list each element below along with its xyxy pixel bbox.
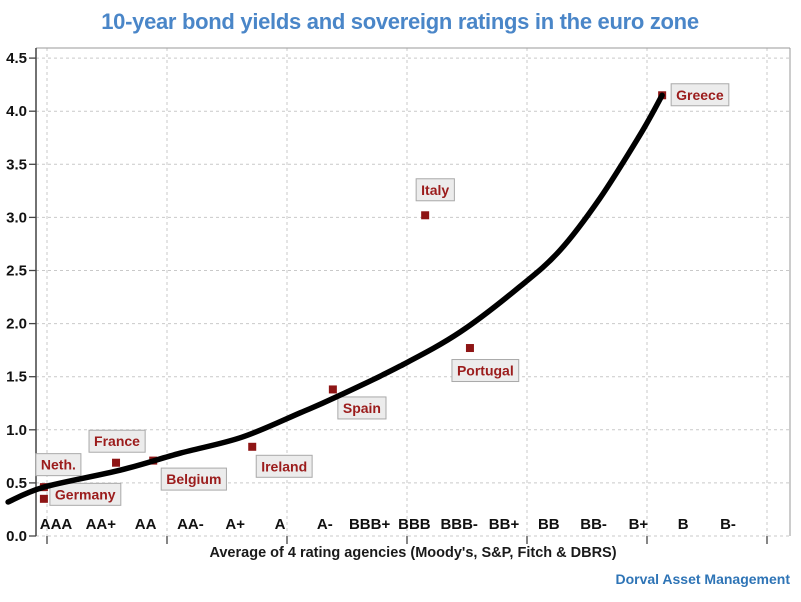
y-tick-label: 4.5 xyxy=(6,50,27,67)
y-tick-label: 3.0 xyxy=(6,209,27,226)
trend-curve xyxy=(5,92,665,505)
country-label-text: Belgium xyxy=(166,471,221,487)
country-label: Spain xyxy=(337,396,387,420)
country-label-box xyxy=(451,359,520,383)
x-tick-label: AA xyxy=(135,516,157,533)
country-marker xyxy=(248,442,257,451)
y-tick-label: 1.5 xyxy=(6,369,27,386)
country-label-box xyxy=(88,429,146,453)
country-label-text: Italy xyxy=(421,182,449,198)
y-tick-label: 4.0 xyxy=(6,103,27,120)
x-tick-label: BBB+ xyxy=(349,516,390,533)
x-tick-label: A+ xyxy=(225,516,245,533)
country-label-box xyxy=(35,453,82,477)
y-tick-label: 2.0 xyxy=(6,316,27,333)
country-marker xyxy=(112,458,121,467)
country-marker xyxy=(465,344,474,353)
y-tick-label: 2.5 xyxy=(6,263,27,280)
x-tick-label: B+ xyxy=(629,516,649,533)
x-tick-label: AA+ xyxy=(86,516,117,533)
country-label-text: Germany xyxy=(55,486,116,502)
y-tick-label: 3.5 xyxy=(6,156,27,173)
country-label-text: Neth. xyxy=(41,457,76,473)
x-tick-label: B xyxy=(678,516,689,533)
country-label: Greece xyxy=(670,83,730,107)
y-tick-label: 0.5 xyxy=(6,475,27,492)
country-label-text: Spain xyxy=(343,400,381,416)
country-label-text: Greece xyxy=(676,87,724,103)
x-tick-label: A- xyxy=(317,516,333,533)
country-label-box xyxy=(337,396,387,420)
country-label: France xyxy=(88,429,146,453)
x-tick-label: BB- xyxy=(580,516,607,533)
country-label-text: France xyxy=(94,433,140,449)
country-label-text: Ireland xyxy=(261,458,307,474)
country-label: Belgium xyxy=(160,467,227,491)
country-label-box xyxy=(415,178,455,202)
country-marker xyxy=(39,494,48,503)
country-label-box xyxy=(255,454,313,478)
y-tick-label: 1.0 xyxy=(6,422,27,439)
y-tick-label: 0.0 xyxy=(6,528,27,545)
country-label: Ireland xyxy=(255,454,313,478)
x-tick-label: BBB xyxy=(398,516,431,533)
x-axis-title: Average of 4 rating agencies (Moody's, S… xyxy=(209,545,616,561)
x-tick-label: AAA xyxy=(40,516,73,533)
country-marker xyxy=(328,385,337,394)
x-tick-label: AA- xyxy=(177,516,204,533)
country-label: Germany xyxy=(49,482,122,506)
x-tick-label: A xyxy=(275,516,286,533)
country-label: Italy xyxy=(415,178,455,202)
country-marker xyxy=(421,211,430,220)
country-label-box xyxy=(160,467,227,491)
x-tick-label: BBB- xyxy=(440,516,478,533)
country-label-box xyxy=(670,83,730,107)
country-label-text: Portugal xyxy=(457,363,514,379)
x-tick-label: BB+ xyxy=(489,516,520,533)
chart-title: 10-year bond yields and sovereign rating… xyxy=(101,9,699,34)
x-tick-label: BB xyxy=(538,516,560,533)
country-label: Neth. xyxy=(35,453,82,477)
country-label: Portugal xyxy=(451,359,520,383)
brand-label: Dorval Asset Management xyxy=(615,571,790,587)
x-tick-label: B- xyxy=(720,516,736,533)
country-label-box xyxy=(49,482,122,506)
